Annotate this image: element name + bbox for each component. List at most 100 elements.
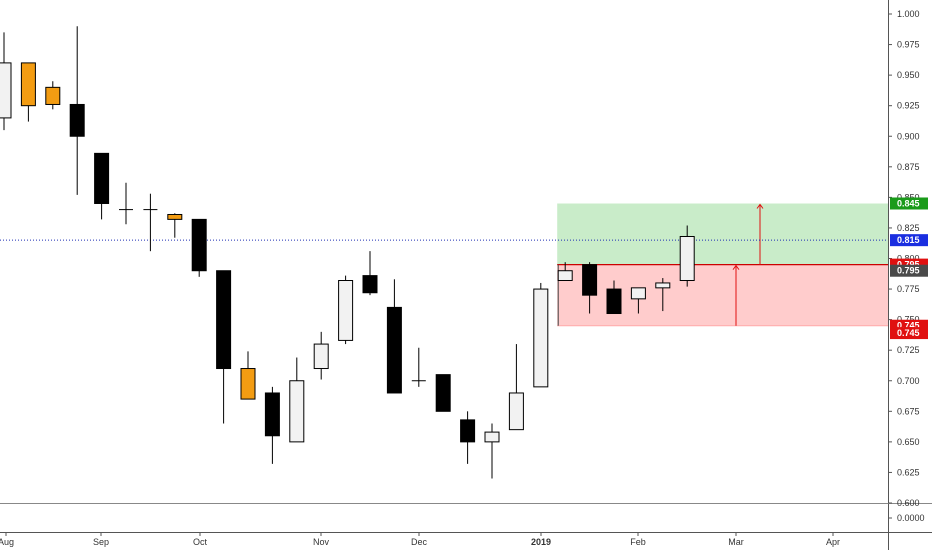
price-badge-bg — [890, 327, 928, 340]
time-tick-label: Apr — [826, 537, 840, 547]
price-badge-label: 0.795 — [897, 266, 920, 276]
candle-body — [94, 152, 110, 204]
indicator-pane-axis: 0.0000 — [888, 513, 925, 523]
candle — [582, 262, 598, 314]
time-tick-label: Aug — [0, 537, 14, 547]
time-tick-label: Dec — [411, 537, 428, 547]
candle — [508, 344, 524, 431]
candle — [533, 282, 549, 388]
candle — [313, 331, 329, 380]
pane-tick-label: 0.0000 — [897, 513, 925, 523]
candle-body — [606, 288, 622, 315]
candle — [0, 32, 12, 131]
price-badge-label: 0.815 — [897, 235, 920, 245]
candle-body — [0, 62, 12, 119]
candle — [679, 225, 695, 287]
candle-body — [20, 62, 36, 107]
price-tick-label: 0.675 — [897, 406, 920, 416]
candle-body — [191, 218, 207, 272]
price-tick-label: 0.900 — [897, 131, 920, 141]
candle-body — [240, 368, 256, 400]
time-tick-label: Sep — [93, 537, 109, 547]
price-badge-label: 0.745 — [897, 321, 920, 331]
profit-zone[interactable] — [557, 203, 888, 265]
candle — [338, 275, 354, 345]
candle-body — [630, 287, 646, 300]
price-tick-label: 0.825 — [897, 223, 920, 233]
candle-body — [679, 235, 695, 282]
candle — [484, 423, 500, 479]
candle — [630, 287, 646, 314]
price-badge-bg — [890, 264, 928, 277]
candle-body — [484, 431, 500, 443]
price-tick-label: 0.850 — [897, 192, 920, 202]
candle-body — [289, 380, 305, 443]
time-tick-label: Oct — [193, 537, 208, 547]
price-tick-label: 0.925 — [897, 101, 920, 111]
candle-body — [460, 419, 476, 443]
time-tick-label: Mar — [728, 537, 744, 547]
price-tick-label: 0.775 — [897, 284, 920, 294]
candle-body — [655, 282, 671, 289]
price-badge-label: 0.795 — [897, 260, 920, 270]
candle — [435, 374, 451, 412]
time-tick-label: Feb — [630, 537, 646, 547]
candle-body — [582, 264, 598, 296]
price-tick-label: 0.625 — [897, 467, 920, 477]
arrow-head-entry — [732, 264, 740, 270]
price-badge: 0.795 — [890, 264, 928, 277]
candle-body — [167, 213, 183, 220]
price-tick-label: 0.600 — [897, 498, 920, 508]
price-tick-label: 0.800 — [897, 254, 920, 264]
time-tick-label: Nov — [313, 537, 330, 547]
time-axis[interactable]: Aug Sep Oct Nov Dec 2019 Feb Mar Apr — [0, 532, 840, 547]
candle — [20, 62, 36, 122]
candle-body — [362, 275, 378, 294]
price-tick-label: 0.875 — [897, 162, 920, 172]
candle-body — [533, 288, 549, 388]
candles — [0, 26, 695, 479]
price-tick-label: 1.000 — [897, 9, 920, 19]
candle-body — [386, 306, 402, 394]
candle — [264, 386, 280, 464]
price-tick-label: 0.950 — [897, 70, 920, 80]
candle — [191, 218, 207, 277]
price-tick-label: 0.750 — [897, 315, 920, 325]
candle — [411, 347, 426, 387]
candle — [45, 81, 61, 110]
candle — [655, 278, 671, 312]
candle — [167, 213, 183, 238]
price-tick-label: 0.725 — [897, 345, 920, 355]
price-badge: 0.815 — [890, 234, 928, 247]
candle-body — [508, 392, 524, 431]
price-badge-label: 0.845 — [897, 198, 920, 208]
candle — [386, 279, 402, 394]
candle-body — [338, 280, 354, 341]
candle-body — [216, 270, 232, 370]
candle — [143, 193, 158, 252]
price-badge-bg — [890, 197, 928, 210]
candle — [69, 26, 85, 195]
price-badge: 0.745 — [890, 327, 928, 340]
candle — [460, 411, 476, 464]
price-tick-label: 0.650 — [897, 437, 920, 447]
price-badge-bg — [890, 234, 928, 247]
price-axis[interactable]: 1.000 0.975 0.950 0.925 0.900 0.875 0.850 0.825… — [888, 9, 920, 508]
candle — [362, 251, 378, 296]
candle — [557, 262, 573, 282]
candle-body — [313, 343, 329, 370]
candle-body — [69, 103, 85, 137]
candle — [606, 280, 622, 315]
price-badge-label: 0.745 — [897, 328, 920, 338]
candle — [289, 357, 305, 443]
candle — [94, 152, 110, 220]
candle — [240, 351, 256, 400]
price-tick-label: 0.700 — [897, 376, 920, 386]
price-badge: 0.845 — [890, 197, 928, 210]
candle-body — [557, 270, 573, 282]
arrow-head-target — [756, 203, 764, 209]
price-tick-label: 0.975 — [897, 40, 920, 50]
candle — [216, 270, 232, 424]
